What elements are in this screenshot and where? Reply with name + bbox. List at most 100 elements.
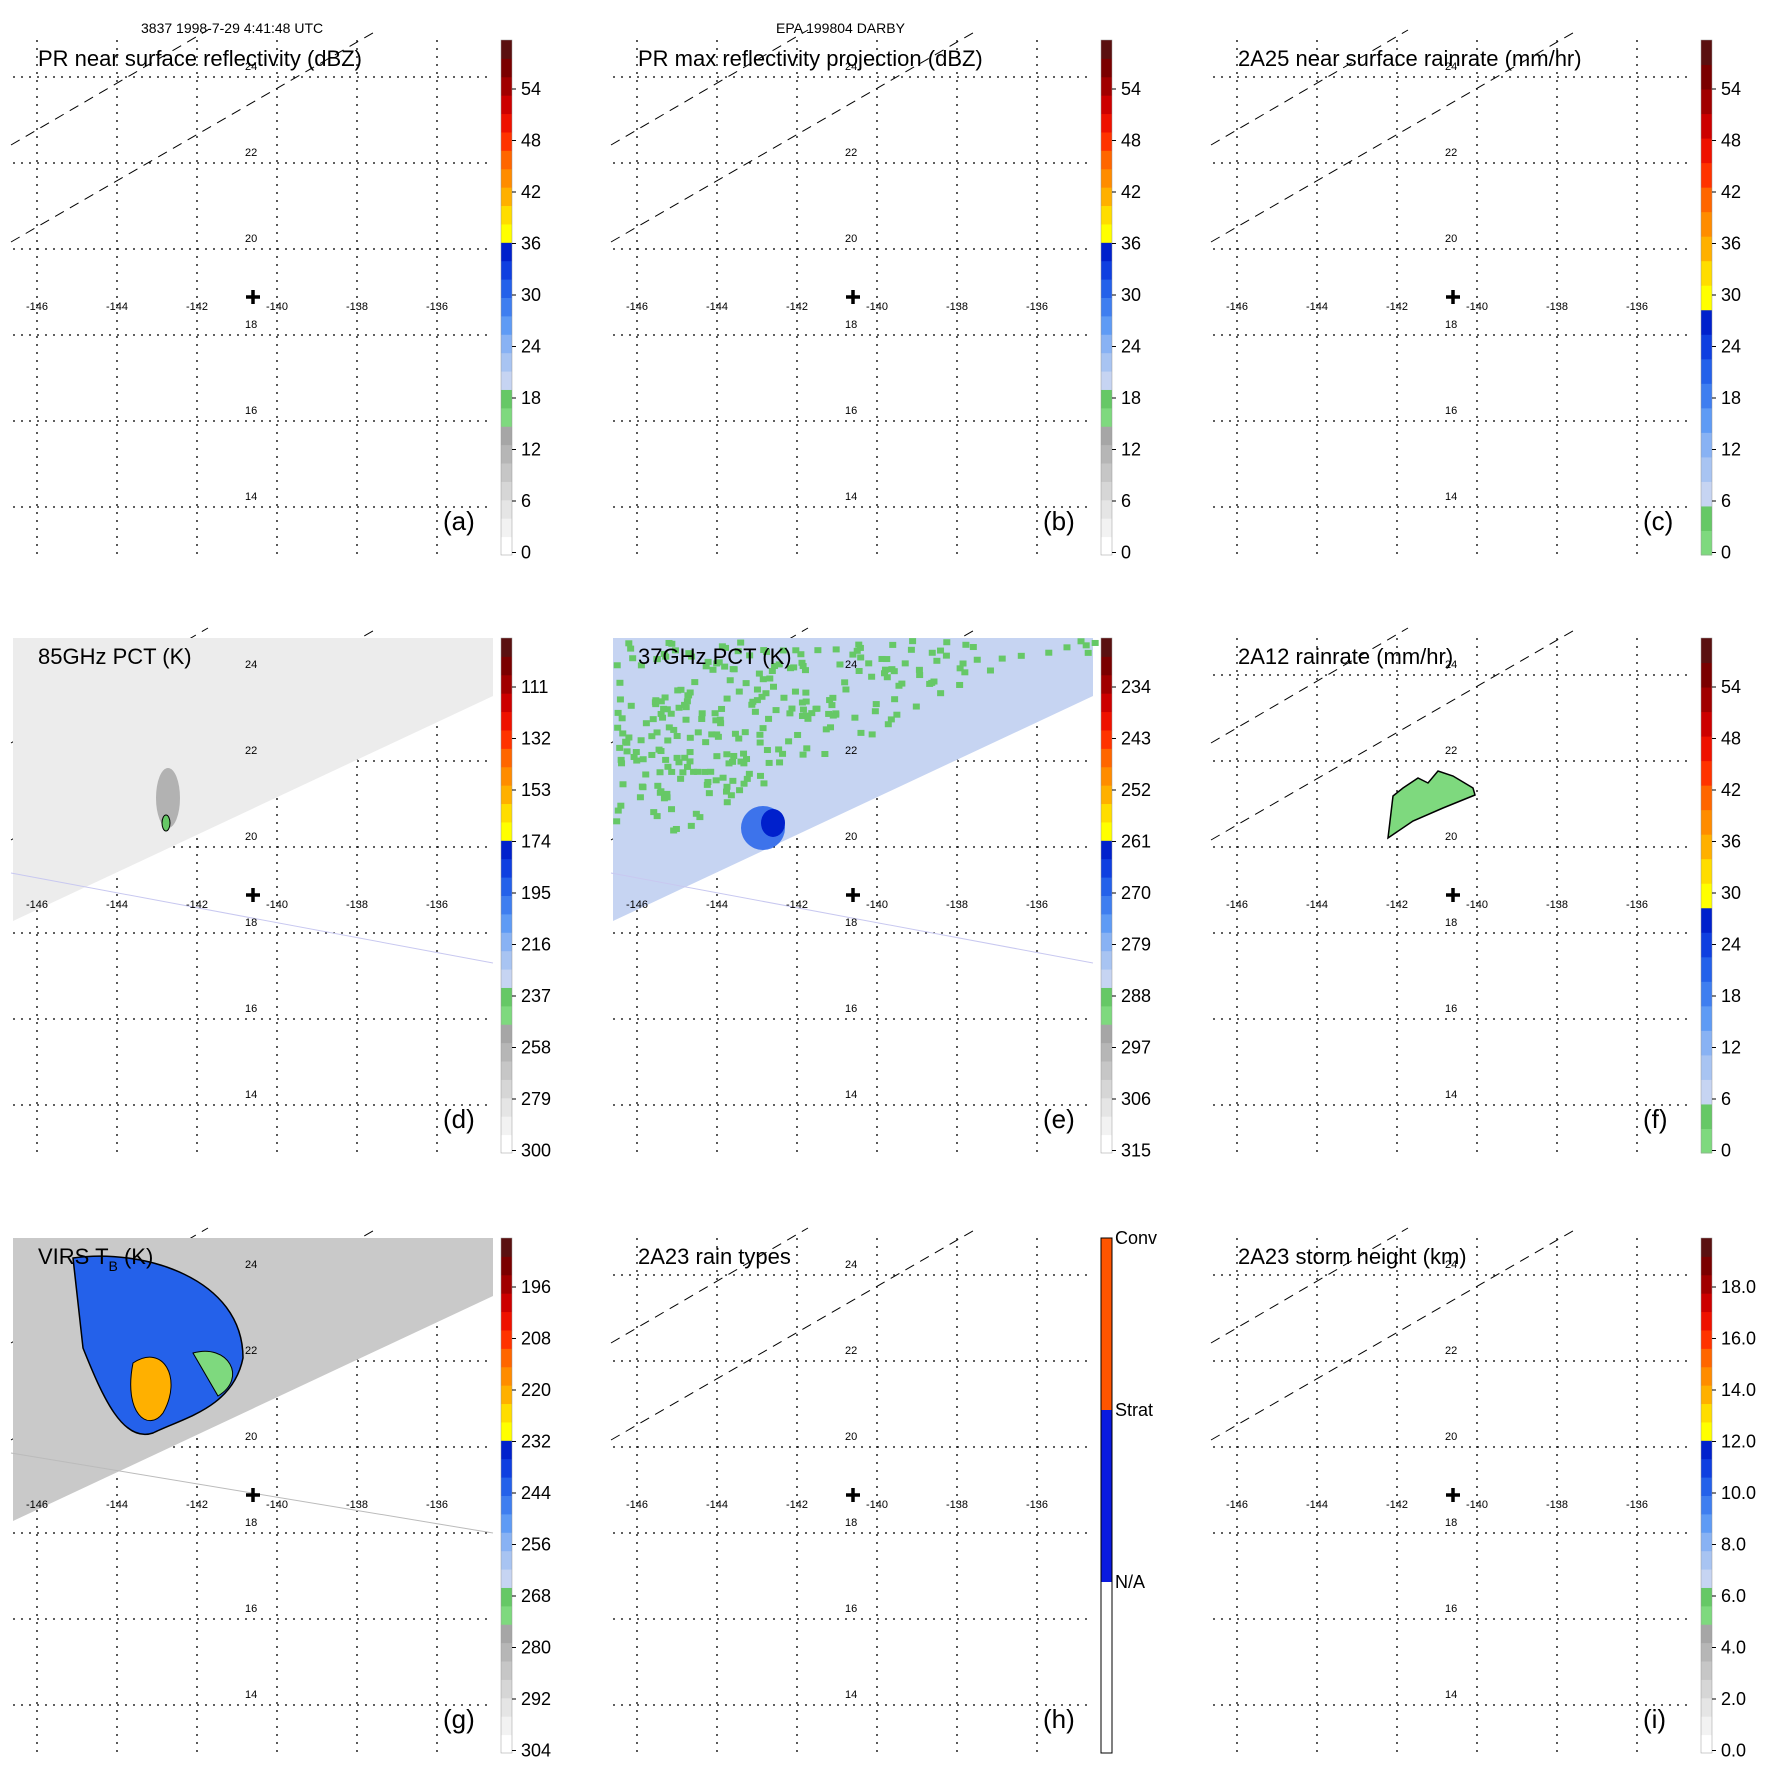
colorbar-segment xyxy=(1701,285,1712,310)
colorbar-segment xyxy=(1101,481,1112,500)
lat-tick-label: 16 xyxy=(1445,1603,1457,1615)
lat-tick-label: 20 xyxy=(245,1431,257,1443)
colorbar-segment xyxy=(1701,1422,1712,1441)
colorbar-segment xyxy=(501,1532,512,1551)
lat-tick-label: 22 xyxy=(845,1345,857,1357)
colorbar-segment xyxy=(1701,1735,1712,1754)
colorbar-segment xyxy=(1101,77,1112,96)
colorbar-label: 244 xyxy=(521,1483,551,1503)
colorbar-segment xyxy=(1701,834,1712,859)
lat-tick-label: 22 xyxy=(245,1345,257,1357)
colorbar-label: 258 xyxy=(521,1038,551,1058)
colorbar-segment xyxy=(1701,506,1712,531)
lat-tick-label: 20 xyxy=(1445,1431,1457,1443)
colorbar-label: 4.0 xyxy=(1721,1638,1746,1658)
lat-tick-label: 22 xyxy=(245,745,257,757)
lon-tick-label: -136 xyxy=(1626,899,1648,911)
colorbar-segment xyxy=(1101,877,1112,896)
lat-tick-label: 18 xyxy=(245,1517,257,1529)
colorbar-label: 132 xyxy=(521,729,551,749)
colorbar-segment xyxy=(501,114,512,133)
colorbar-segment xyxy=(1101,693,1112,712)
colorbar-segment xyxy=(1701,1348,1712,1367)
colorbar-segment xyxy=(1701,1079,1712,1104)
colorbar-label: 268 xyxy=(521,1586,551,1606)
colorbar: 544842363024181260 xyxy=(501,40,541,563)
lon-tick-label: -138 xyxy=(346,1499,368,1511)
colorbar-segment xyxy=(501,1440,512,1459)
colorbar-label: 252 xyxy=(1121,780,1151,800)
panel-f: -146 -144 -142 -140 -138 -1362422201816142A12… xyxy=(1211,628,1741,1161)
colorbar: 18.016.014.012.010.08.06.04.02.00.0 xyxy=(1701,1238,1756,1761)
colorbar-segment xyxy=(1701,981,1712,1006)
colorbar-label: 16.0 xyxy=(1721,1329,1756,1349)
colorbar-segment xyxy=(501,279,512,298)
lon-tick-label: -142 xyxy=(786,1499,808,1511)
colorbar-segment xyxy=(1701,261,1712,286)
colorbar-segment xyxy=(501,1116,512,1135)
colorbar-segment xyxy=(501,1098,512,1117)
lon-tick-label: -136 xyxy=(1026,1499,1048,1511)
lat-tick-label: 14 xyxy=(845,1689,857,1701)
colorbar-label: 304 xyxy=(521,1741,551,1761)
panel-title: 85GHz PCT (K) xyxy=(38,644,192,669)
lon-tick-label: -136 xyxy=(1026,301,1048,313)
colorbar-segment xyxy=(1701,212,1712,237)
colorbar-segment xyxy=(501,712,512,731)
colorbar-segment xyxy=(1701,1606,1712,1625)
lat-tick-label: 22 xyxy=(845,147,857,159)
colorbar-segment xyxy=(501,877,512,896)
colorbar-label: 12 xyxy=(1721,1038,1741,1058)
colorbar-segment xyxy=(1101,408,1112,427)
lat-tick-label: 16 xyxy=(1445,1003,1457,1015)
satellite-swath xyxy=(13,638,493,921)
lat-tick-label: 16 xyxy=(845,1003,857,1015)
colorbar-segment xyxy=(501,1312,512,1331)
lon-tick-label: -140 xyxy=(1466,301,1488,313)
colorbar-segment xyxy=(501,77,512,96)
colorbar-segment xyxy=(1101,206,1112,225)
colorbar-segment xyxy=(501,95,512,114)
colorbar-label: 48 xyxy=(521,131,541,151)
colorbar-segment xyxy=(501,859,512,878)
colorbar-segment xyxy=(1101,537,1112,556)
colorbar-segment xyxy=(1701,736,1712,761)
panel-title: 2A25 near surface rainrate (mm/hr) xyxy=(1238,46,1582,71)
colorbar-segment xyxy=(1701,114,1712,139)
colorbar-label: 12 xyxy=(1121,440,1141,460)
colorbar-segment xyxy=(1701,408,1712,433)
colorbar-segment xyxy=(1101,859,1112,878)
colorbar-segment xyxy=(1101,500,1112,519)
data-field xyxy=(611,638,1099,963)
colorbar: 234243252261270279288297306315 xyxy=(1101,638,1151,1161)
colorbar-segment xyxy=(1701,163,1712,188)
lat-tick-label: 14 xyxy=(1445,1689,1457,1701)
colorbar-label: 2.0 xyxy=(1721,1689,1746,1709)
colorbar-segment xyxy=(1101,712,1112,731)
colorbar-label: 48 xyxy=(1721,131,1741,151)
storm-center-marker xyxy=(246,888,260,902)
colorbar-label: 18.0 xyxy=(1721,1277,1756,1297)
colorbar-label: 18 xyxy=(1121,388,1141,408)
lat-tick-label: 18 xyxy=(1445,319,1457,331)
lat-tick-label: 20 xyxy=(845,831,857,843)
colorbar-segment xyxy=(1101,132,1112,151)
colorbar-segment xyxy=(501,748,512,767)
colorbar-segment xyxy=(1101,1582,1112,1753)
lat-tick-label: 16 xyxy=(245,1003,257,1015)
colorbar-segment xyxy=(1101,95,1112,114)
colorbar-label: 12 xyxy=(521,440,541,460)
lon-tick-label: -140 xyxy=(266,899,288,911)
colorbar-segment xyxy=(1101,334,1112,353)
colorbar-segment xyxy=(1701,1385,1712,1404)
colorbar-segment xyxy=(1701,663,1712,688)
lon-tick-label: -140 xyxy=(866,301,888,313)
colorbar-segment xyxy=(501,298,512,317)
lat-tick-label: 22 xyxy=(1445,147,1457,159)
colorbar-segment xyxy=(1101,730,1112,749)
colorbar-segment xyxy=(1101,987,1112,1006)
colorbar-segment xyxy=(1101,40,1112,59)
colorbar-segment xyxy=(1101,840,1112,859)
colorbar-segment xyxy=(1101,224,1112,243)
colorbar-segment xyxy=(501,1135,512,1154)
